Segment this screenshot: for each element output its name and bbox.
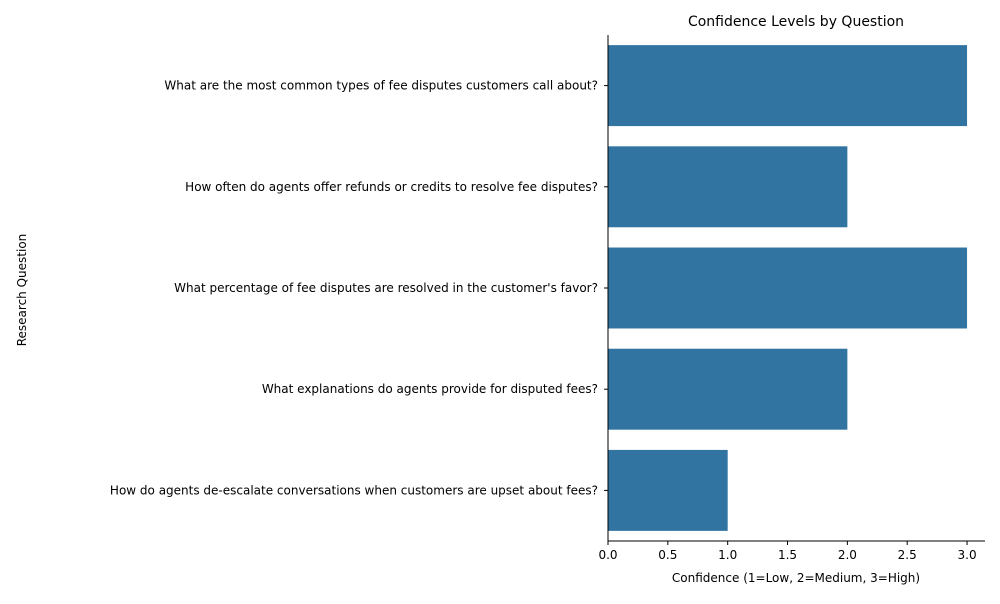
chart-title: Confidence Levels by Question	[688, 14, 904, 30]
bar-2	[608, 146, 848, 228]
x-tick-label: 3.0	[958, 548, 977, 562]
y-tick-labels: What are the most common types of fee di…	[110, 79, 608, 497]
y-tick-label: How often do agents offer refunds or cre…	[185, 180, 598, 194]
x-tick-label: 2.5	[898, 548, 917, 562]
x-tick-label: 0.5	[658, 548, 677, 562]
x-tick-label: 0.0	[598, 548, 617, 562]
y-tick-label: What percentage of fee disputes are reso…	[174, 281, 598, 295]
x-tick-label: 1.5	[778, 548, 797, 562]
y-axis-label: Research Question	[15, 234, 29, 347]
bar-1	[608, 45, 968, 127]
bars-group	[608, 45, 968, 531]
x-tick-label: 2.0	[838, 548, 857, 562]
x-tick-label: 1.0	[718, 548, 737, 562]
bar-5	[608, 449, 728, 531]
bar-3	[608, 247, 968, 329]
y-tick-label: What are the most common types of fee di…	[164, 79, 598, 93]
bar-4	[608, 348, 848, 430]
y-tick-label: How do agents de-escalate conversations …	[110, 483, 598, 497]
x-axis-label: Confidence (1=Low, 2=Medium, 3=High)	[672, 571, 920, 585]
y-tick-label: What explanations do agents provide for …	[262, 382, 598, 396]
x-ticks: 0.0 0.5 1.0 1.5 2.0 2.5 3.0	[598, 541, 977, 562]
